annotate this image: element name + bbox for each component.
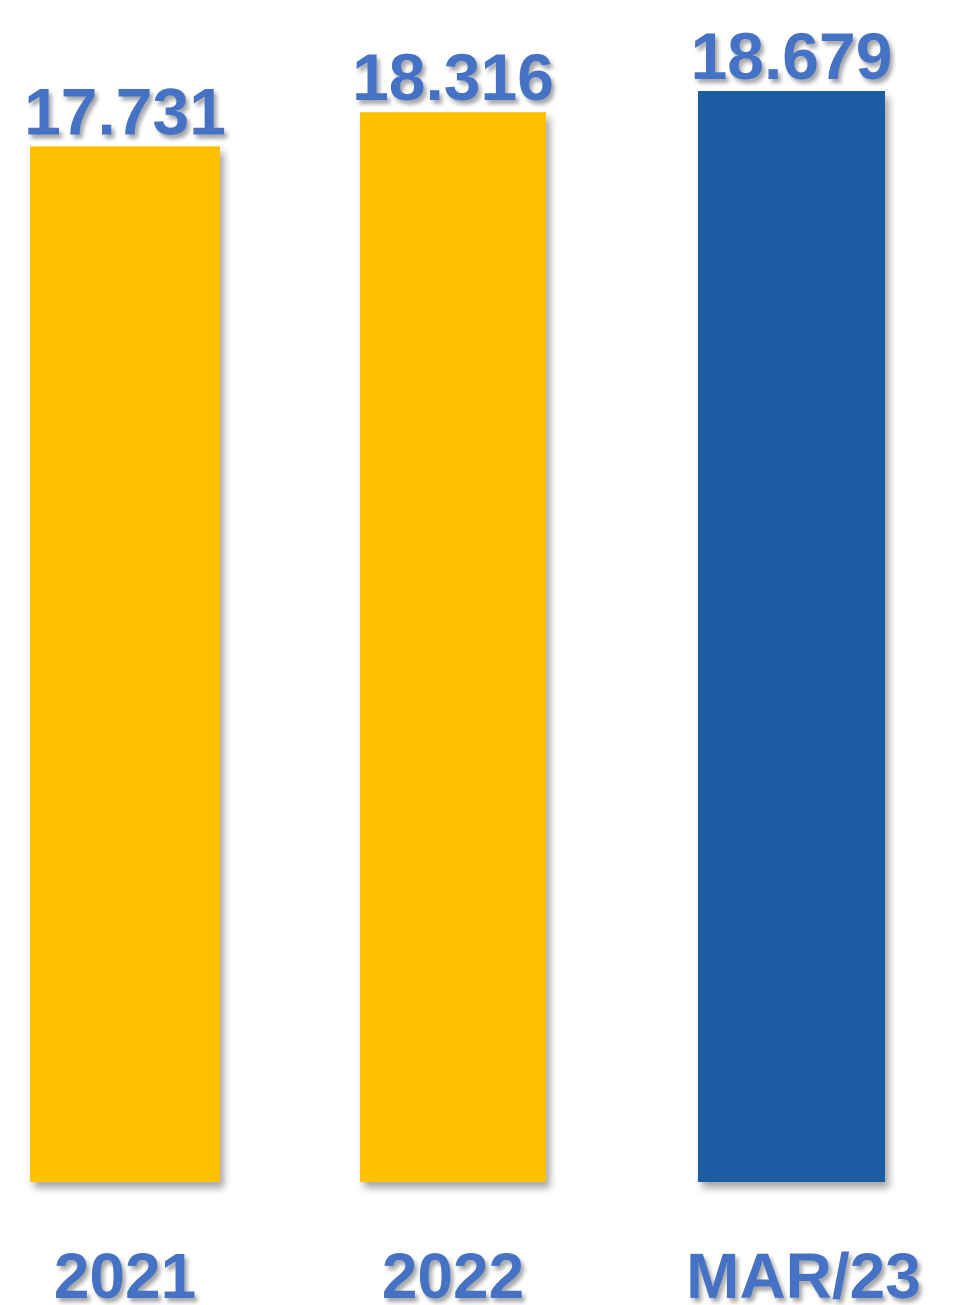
bars-layer [30, 91, 885, 1183]
x-tick-label: 2021 [54, 1240, 196, 1305]
value-labels-layer: 17.731 18.316 18.679 [24, 19, 892, 148]
category-labels-layer: 2021 2022 MAR/23 [54, 1240, 921, 1305]
bar-2021 [30, 146, 220, 1183]
x-tick-label: 2022 [382, 1240, 524, 1305]
data-label: 18.316 [352, 40, 554, 114]
bar-mar-23 [698, 91, 885, 1182]
bar-2022 [360, 112, 546, 1183]
data-label: 18.679 [691, 19, 893, 93]
x-tick-label: MAR/23 [686, 1240, 921, 1305]
data-label: 17.731 [24, 74, 226, 148]
